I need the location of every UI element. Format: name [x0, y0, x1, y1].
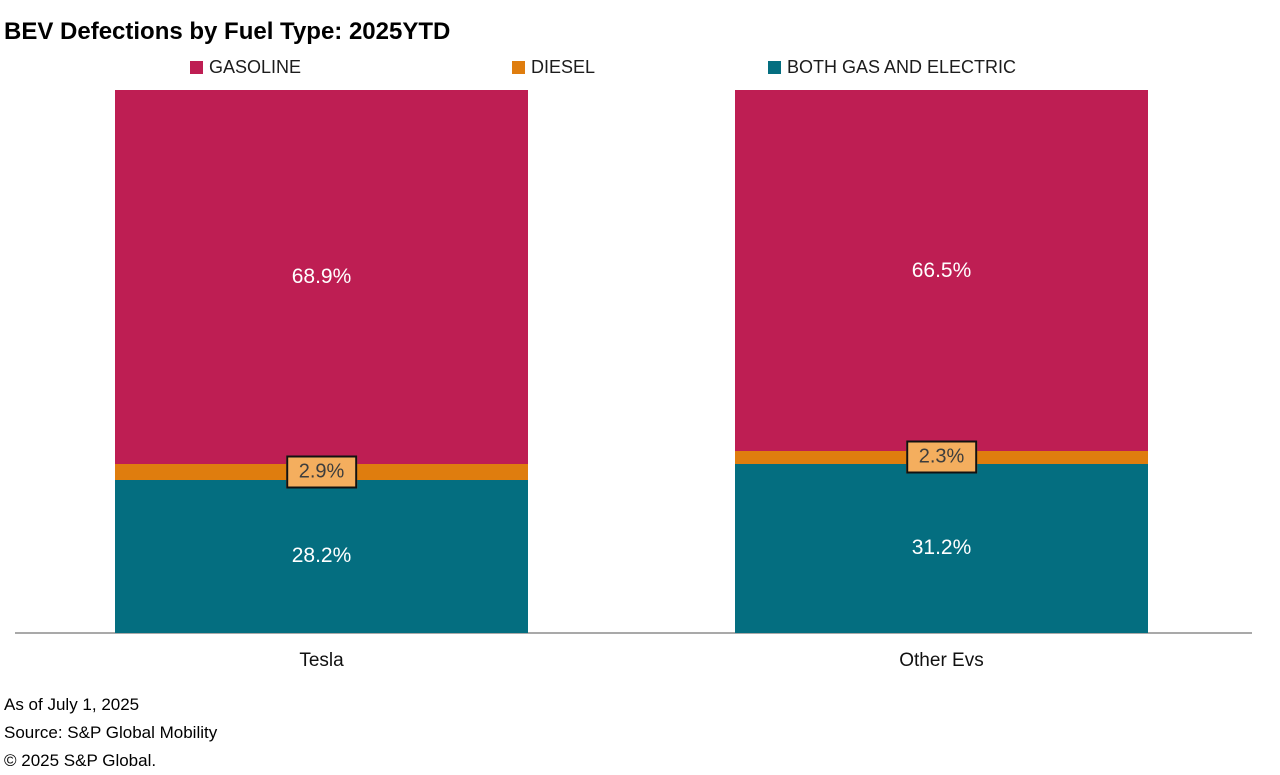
footer-as-of-date: As of July 1, 2025: [4, 695, 140, 714]
x-axis-line: [15, 632, 1252, 634]
legend-label-gasoline: GASOLINE: [209, 56, 302, 77]
legend-item-both-gas-and-electric: BOTH GAS AND ELECTRIC: [768, 54, 1016, 80]
bar-segment-both-gas-and-electric-tesla: 28.2%: [115, 479, 528, 633]
x-axis-label-tesla: Tesla: [299, 650, 344, 671]
value-label-diesel-other-evs: 2.3%: [905, 440, 978, 474]
legend-swatch-both-gas-and-electric: [768, 60, 781, 74]
x-axis-label-other-evs: Other Evs: [899, 650, 984, 671]
bar-segment-diesel-tesla: 2.9%: [115, 455, 528, 489]
bar-segment-diesel-other-evs: 2.3%: [735, 440, 1148, 474]
legend-label-both-gas-and-electric: BOTH GAS AND ELECTRIC: [787, 56, 1017, 77]
bar-tesla: 68.9% 2.9% 28.2%: [115, 90, 528, 633]
chart-title: BEV Defections by Fuel Type: 2025YTD: [4, 18, 451, 46]
bar-other-evs: 66.5% 2.3% 31.2%: [735, 90, 1148, 633]
value-label-gasoline-other-evs: 66.5%: [911, 258, 972, 282]
legend-item-gasoline: GASOLINE: [190, 54, 301, 80]
legend-item-diesel: DIESEL: [512, 54, 595, 80]
legend-swatch-diesel: [512, 60, 525, 74]
value-label-gasoline-tesla: 68.9%: [291, 265, 352, 289]
value-label-both-gas-and-electric-other-evs: 31.2%: [911, 536, 972, 560]
bar-segment-gasoline-other-evs: 66.5%: [735, 90, 1148, 452]
legend-label-diesel: DIESEL: [531, 56, 596, 77]
legend-swatch-gasoline: [190, 60, 203, 74]
chart-legend: GASOLINE DIESEL BOTH GAS AND ELECTRIC: [0, 54, 1280, 82]
footer-copyright: © 2025 S&P Global.: [4, 751, 157, 770]
value-label-both-gas-and-electric-tesla: 28.2%: [291, 544, 352, 568]
value-label-diesel-tesla: 2.9%: [285, 455, 358, 489]
bar-segment-both-gas-and-electric-other-evs: 31.2%: [735, 463, 1148, 633]
bar-segment-gasoline-tesla: 68.9%: [115, 90, 528, 465]
footer-source: Source: S&P Global Mobility: [4, 723, 218, 742]
chart-footer: As of July 1, 2025 Source: S&P Global Mo…: [4, 691, 217, 775]
